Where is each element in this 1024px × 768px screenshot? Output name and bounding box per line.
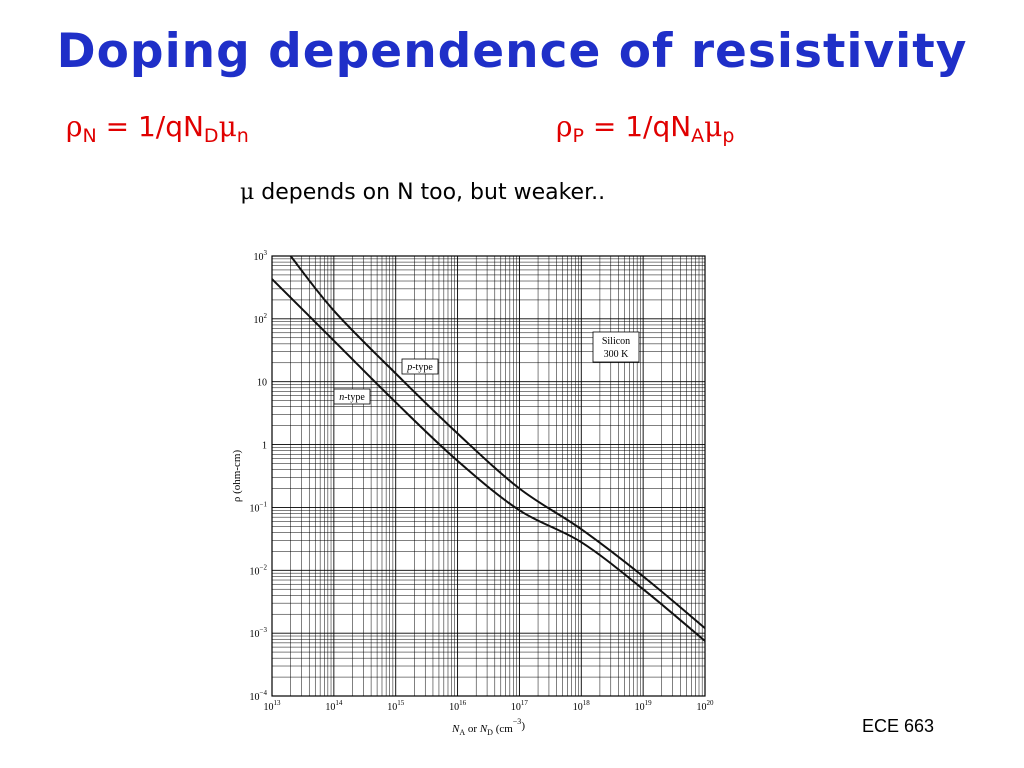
rho-subscript: N xyxy=(82,125,97,147)
annotation-box xyxy=(592,331,640,363)
x-tick-label: 1017 xyxy=(511,699,529,713)
mu-subscript: n xyxy=(236,125,249,147)
chart-labels: 1013 1014 1015 1016 1017 1018 1019 1020 10−4 10−3… xyxy=(231,249,714,737)
series-p-type-line xyxy=(289,255,706,629)
y-tick-label: 10−1 xyxy=(250,500,268,514)
annotation-material: Silicon xyxy=(602,336,630,347)
series-n-type-line xyxy=(271,278,706,642)
chart-series xyxy=(271,255,706,642)
series-n-type-label-box xyxy=(333,388,371,405)
x-tick-label: 1015 xyxy=(387,699,405,713)
series-p-type-label: p-type xyxy=(406,362,433,373)
formula-body: = 1/qN xyxy=(96,110,204,143)
mobility-note: μ depends on N too, but weaker.. xyxy=(240,180,605,205)
y-tick-label: 102 xyxy=(254,312,268,326)
x-tick-label: 1018 xyxy=(573,699,591,713)
slide-title: Doping dependence of resistivity xyxy=(56,24,968,79)
x-tick-label: 1013 xyxy=(264,699,282,713)
donor-subscript: D xyxy=(203,125,219,147)
rho-symbol: ρ xyxy=(556,110,573,143)
x-axis-label: NA or ND (cm−3) xyxy=(451,717,525,737)
y-tick-label: 10 xyxy=(257,378,267,389)
x-tick-label: 1016 xyxy=(449,699,467,713)
y-tick-label: 103 xyxy=(254,249,268,263)
y-tick-label: 10−2 xyxy=(250,563,268,577)
x-tick-label: 1020 xyxy=(697,699,715,713)
rho-symbol: ρ xyxy=(66,110,83,143)
annotation-temperature: 300 K xyxy=(604,349,630,360)
mu-symbol: μ xyxy=(704,110,723,143)
formula-rho-p: ρP = 1/qNAμp xyxy=(556,110,734,147)
acceptor-subscript: A xyxy=(691,125,705,147)
formula-rho-n: ρN = 1/qNDμn xyxy=(66,110,249,147)
x-tick-label: 1019 xyxy=(635,699,653,713)
note-text: depends on N too, but weaker.. xyxy=(254,180,606,205)
footer-course-label: ECE 663 xyxy=(861,716,934,736)
mu-symbol: μ xyxy=(218,110,237,143)
plot-frame xyxy=(271,255,706,697)
y-tick-label: 10−3 xyxy=(250,626,268,640)
series-p-type-label-box xyxy=(401,358,439,375)
rho-subscript: P xyxy=(572,125,584,147)
y-tick-label: 1 xyxy=(262,441,267,452)
mu-subscript: p xyxy=(722,125,735,147)
chart-grid xyxy=(271,255,706,697)
y-axis-label: ρ (ohm-cm) xyxy=(231,450,243,503)
formula-body: = 1/qN xyxy=(583,110,692,143)
series-n-type-label: n-type xyxy=(339,392,365,403)
x-tick-label: 1014 xyxy=(325,699,343,713)
mu-symbol: μ xyxy=(240,180,255,205)
y-tick-label: 10−4 xyxy=(250,689,268,703)
